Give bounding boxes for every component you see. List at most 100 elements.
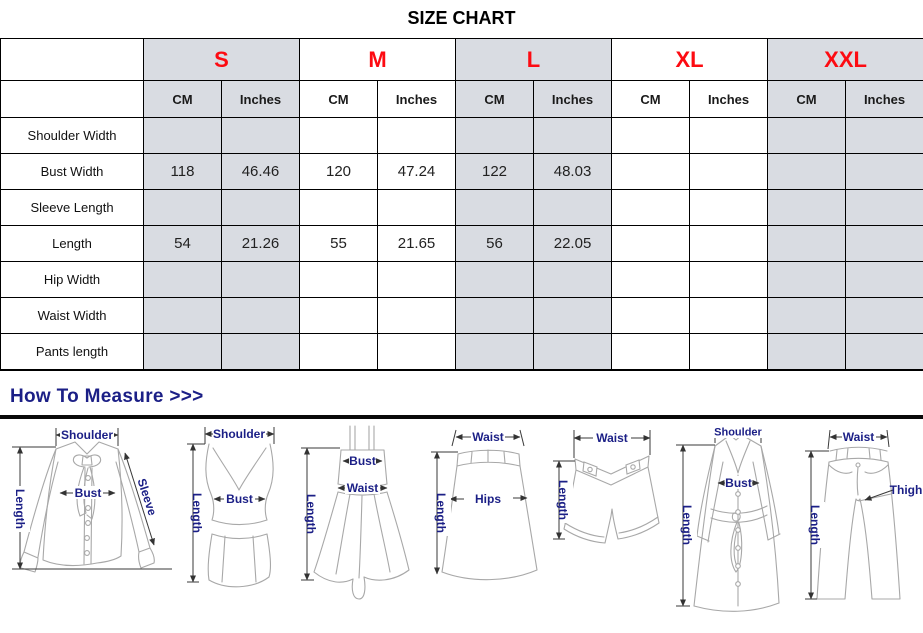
value-cell: [143, 189, 222, 226]
measure-label-shoulder: Shoulder: [61, 428, 113, 442]
value-cell: [611, 153, 691, 190]
value-cell: 56: [455, 225, 535, 262]
value-cell: [689, 261, 769, 298]
unit-header-spacer-cell: [0, 80, 144, 118]
unit-header-cm-s: CM: [143, 80, 222, 118]
shorts-measure-arrows: Waist Length: [553, 429, 651, 539]
value-cell: [299, 117, 378, 154]
value-cell: [455, 333, 535, 370]
unit-header-cm-xl: CM: [611, 80, 691, 118]
value-cell: [689, 297, 769, 334]
value-cell: [845, 297, 923, 334]
measure-label-length: Length: [680, 505, 694, 545]
value-cell: 48.03: [533, 153, 613, 190]
skirt-illustration: Waist Hips Length: [431, 429, 538, 580]
value-cell: [455, 117, 535, 154]
value-cell: [376, 189, 457, 226]
value-cell: [299, 333, 378, 370]
value-cell: 120: [299, 153, 378, 190]
value-cell: [221, 333, 300, 370]
value-cell: [611, 261, 691, 298]
value-cell: [767, 225, 847, 262]
value-cell: [689, 333, 769, 370]
value-cell: [689, 153, 769, 190]
measure-label-bust: Bust: [349, 454, 376, 468]
corner-cell: [0, 38, 144, 81]
measurement-label-cell: Shoulder Width: [0, 117, 144, 154]
measure-label-waist: Waist: [472, 430, 504, 444]
jeans-measure-arrows: Waist Thigh Length: [805, 429, 923, 599]
measure-label-waist: Waist: [843, 430, 875, 444]
value-cell: [376, 297, 457, 334]
value-cell: [845, 153, 923, 190]
value-cell: [845, 117, 923, 154]
value-cell: 122: [455, 153, 535, 190]
value-cell: [845, 225, 923, 262]
value-cell: [376, 261, 457, 298]
measure-label-thigh: Thigh: [890, 483, 923, 497]
measurement-row: Sleeve Length: [0, 189, 923, 226]
measurement-row: Bust Width 118 46.46 120 47.24 122 48.03: [0, 153, 923, 190]
blouse-drawing: [19, 440, 155, 573]
value-cell: [533, 333, 613, 370]
value-cell: [455, 189, 535, 226]
shorts-illustration: Waist Length: [553, 429, 660, 544]
measure-label-length: Length: [556, 480, 570, 520]
section-divider: [0, 414, 923, 419]
coat-illustration: Shoulder Bust Length: [676, 424, 781, 612]
skirt-measure-arrows: Waist Hips Length: [431, 429, 528, 574]
value-cell: [143, 297, 222, 334]
value-cell: [533, 297, 613, 334]
tank-top-drawing: [205, 442, 274, 587]
value-cell: [299, 297, 378, 334]
measure-label-length: Length: [808, 505, 822, 545]
measurement-label-cell: Waist Width: [0, 297, 144, 334]
value-cell: [689, 117, 769, 154]
measure-label-length: Length: [190, 493, 204, 533]
unit-header-row: CM Inches CM Inches CM Inches CM Inches CM Inches: [0, 80, 923, 118]
measure-label-bust: Bust: [725, 476, 752, 490]
value-cell: 118: [143, 153, 222, 190]
how-to-measure-heading: How To Measure >>>: [10, 385, 204, 407]
unit-header-cm-xxl: CM: [767, 80, 847, 118]
value-cell: [767, 117, 847, 154]
measure-label-shoulder: Shoulder: [213, 427, 265, 441]
measure-label-bust: Bust: [226, 492, 253, 506]
tank-top-illustration: Shoulder Length Bust: [187, 426, 275, 587]
value-cell: 54: [143, 225, 222, 262]
unit-header-cm-l: CM: [455, 80, 535, 118]
unit-header-inches-l: Inches: [533, 80, 613, 118]
measurement-label-cell: Length: [0, 225, 144, 262]
value-cell: [611, 333, 691, 370]
blouse-illustration: Shoulder Length Bust Sleeve: [12, 427, 172, 573]
value-cell: [845, 261, 923, 298]
size-header-row: S M L XL XXL: [0, 38, 923, 81]
value-cell: [767, 261, 847, 298]
value-cell: 21.26: [221, 225, 300, 262]
value-cell: [299, 189, 378, 226]
jeans-illustration: Waist Thigh Length: [805, 429, 923, 600]
unit-header-inches-xl: Inches: [689, 80, 769, 118]
measure-label-length: Length: [13, 489, 27, 529]
value-cell: [455, 297, 535, 334]
value-cell: [611, 189, 691, 226]
value-cell: [611, 297, 691, 334]
value-cell: [767, 297, 847, 334]
value-cell: [767, 189, 847, 226]
value-cell: [689, 225, 769, 262]
size-header-xxl: XXL: [767, 38, 923, 81]
value-cell: [221, 261, 300, 298]
tank-top-measure-arrows: Shoulder Length Bust: [187, 426, 275, 582]
value-cell: [376, 117, 457, 154]
unit-header-cm-m: CM: [299, 80, 378, 118]
measurement-label-cell: Hip Width: [0, 261, 144, 298]
measurement-label-cell: Pants length: [0, 333, 144, 370]
value-cell: 46.46: [221, 153, 300, 190]
coat-measure-arrows: Shoulder Bust Length: [676, 424, 763, 606]
measure-label-shoulder: Shoulder: [714, 426, 762, 438]
value-cell: [767, 153, 847, 190]
measure-label-bust: Bust: [75, 486, 102, 500]
cami-dress-drawing: [313, 424, 410, 600]
value-cell: [376, 333, 457, 370]
value-cell: [611, 225, 691, 262]
